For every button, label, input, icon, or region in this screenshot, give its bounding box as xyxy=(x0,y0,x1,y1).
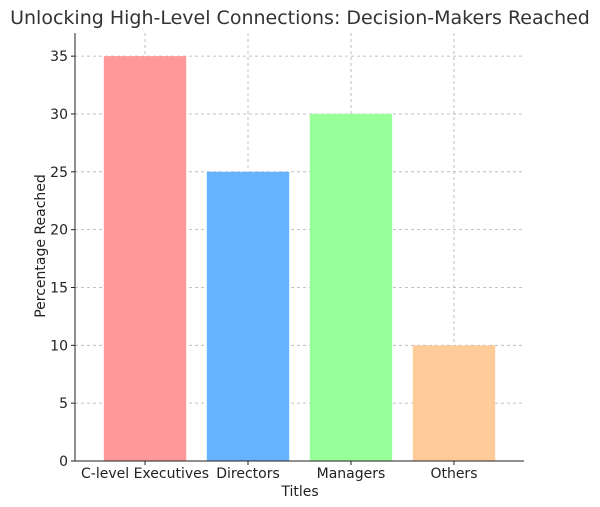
chart-title: Unlocking High-Level Connections: Decisi… xyxy=(10,7,590,29)
x-tick-label: Directors xyxy=(216,466,280,482)
y-tick-label: 35 xyxy=(50,49,68,65)
y-tick-label: 30 xyxy=(50,107,68,123)
x-tick-label: C-level Executives xyxy=(81,466,209,482)
y-tick-label: 0 xyxy=(59,454,68,470)
bar-others xyxy=(412,345,496,461)
y-tick-label: 5 xyxy=(59,396,68,412)
y-tick-label: 10 xyxy=(50,338,68,354)
y-axis-label: Percentage Reached xyxy=(33,174,49,318)
y-axis-ticks: 0 5 10 15 20 25 30 35 xyxy=(50,49,75,470)
y-tick-label: 25 xyxy=(50,165,68,181)
axes xyxy=(74,33,524,462)
x-axis-label: Titles xyxy=(280,484,318,500)
x-tick-label: Others xyxy=(430,466,477,482)
y-tick-label: 20 xyxy=(50,223,68,239)
x-axis-ticks: C-level Executives Directors Managers Other… xyxy=(81,461,477,482)
bar-directors xyxy=(206,171,290,462)
bars xyxy=(103,56,496,462)
bar-c-level-executives xyxy=(103,56,187,462)
bar-managers xyxy=(309,113,393,462)
y-tick-label: 15 xyxy=(50,280,68,296)
x-tick-label: Managers xyxy=(317,466,386,482)
